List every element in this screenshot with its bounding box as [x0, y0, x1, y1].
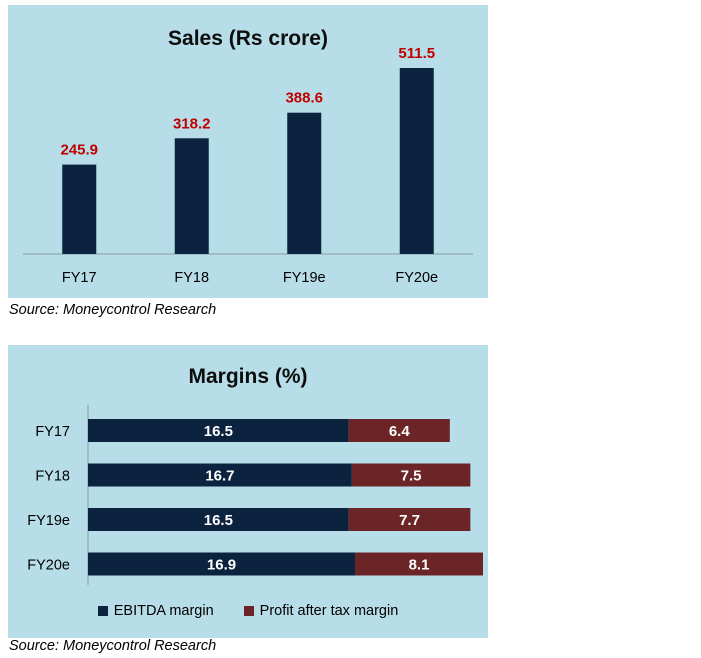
sales-bar — [62, 164, 97, 254]
sales-bar — [174, 138, 209, 254]
sales-bar — [399, 68, 434, 254]
legend-swatch-pat — [243, 606, 254, 616]
sales-value-label: 318.2 — [173, 115, 211, 132]
sales-chart-svg: 245.9 FY17 318.2 FY18 388.6 FY19e 511.5 FY20e — [23, 45, 473, 286]
legend-label-pat: Profit after tax margin — [259, 603, 399, 619]
ebitda-margin-bar — [88, 419, 349, 442]
sales-category-label: FY17 — [62, 270, 97, 286]
sales-category-label: FY18 — [174, 270, 209, 286]
margins-source-note: Source: Moneycontrol Research — [9, 638, 217, 654]
sales-source-note: Source: Moneycontrol Research — [9, 302, 217, 318]
ebitda-margin-label: 16.9 — [207, 557, 236, 574]
pat-margin-label: 7.7 — [399, 512, 420, 529]
pat-margin-bar — [348, 419, 450, 442]
ebitda-margin-bar — [88, 552, 356, 576]
margins-chart-svg: 16.5 6.4 FY17 16.7 7.5 FY18 16.5 7.7 FY19e 16.9 8.… — [27, 405, 483, 585]
pat-margin-bar — [351, 463, 471, 487]
legend-swatch-ebitda — [97, 606, 108, 616]
ebitda-margin-label: 16.5 — [204, 512, 233, 529]
margins-chart-title: Margins (%) — [188, 365, 308, 388]
margins-category-label: FY20e — [27, 558, 70, 574]
sales-bar — [287, 112, 322, 254]
pat-margin-label: 6.4 — [389, 423, 411, 440]
sales-chart-panel: Sales (Rs crore) 245.9 FY17 318.2 FY18 388.6… — [8, 5, 488, 298]
margins-category-label: FY18 — [35, 469, 70, 485]
sales-chart-title: Sales (Rs crore) — [168, 27, 328, 50]
pat-margin-bar — [355, 552, 483, 576]
legend-item-pat: Profit after tax margin — [243, 603, 399, 619]
ebitda-margin-label: 16.5 — [204, 423, 233, 440]
margins-legend: EBITDA margin Profit after tax margin — [8, 603, 488, 619]
legend-item-ebitda: EBITDA margin — [97, 603, 214, 619]
pat-margin-label: 8.1 — [409, 557, 430, 574]
pat-margin-label: 7.5 — [401, 468, 422, 485]
ebitda-margin-label: 16.7 — [205, 468, 234, 485]
sales-value-label: 245.9 — [60, 142, 98, 159]
sales-category-label: FY19e — [283, 270, 326, 286]
sales-value-label: 511.5 — [398, 45, 435, 62]
pat-margin-bar — [348, 508, 471, 531]
margins-category-label: FY19e — [27, 513, 70, 529]
sales-value-label: 388.6 — [285, 90, 323, 107]
margins-chart-panel: Margins (%) 16.5 6.4 FY17 16.7 7.5 FY18 16.5 7.… — [8, 345, 488, 638]
ebitda-margin-bar — [88, 508, 349, 531]
margins-category-label: FY17 — [35, 424, 70, 440]
ebitda-margin-bar — [88, 463, 352, 487]
sales-category-label: FY20e — [395, 270, 438, 286]
legend-label-ebitda: EBITDA margin — [113, 603, 214, 619]
